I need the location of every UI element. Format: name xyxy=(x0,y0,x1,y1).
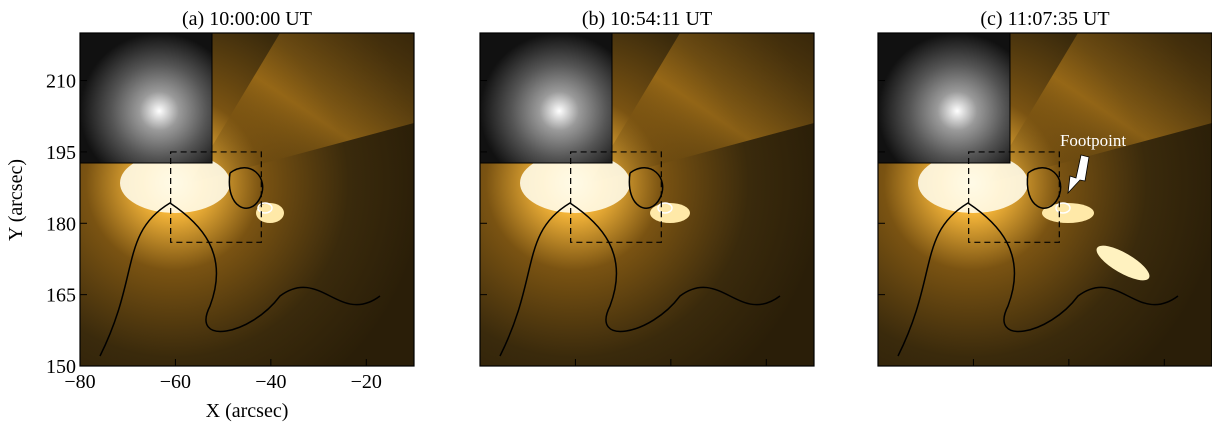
loop-rays xyxy=(190,33,414,183)
y-tick-label: 210 xyxy=(46,71,76,93)
contour-white xyxy=(657,202,673,214)
zoom-box xyxy=(570,151,662,243)
contour-white xyxy=(257,202,273,214)
x-tick-label: −20 xyxy=(351,371,382,393)
y-tick-label: 150 xyxy=(46,356,76,378)
x-axis-label: X (arcsec) xyxy=(206,400,289,422)
bright-core xyxy=(520,153,630,213)
contour-white xyxy=(1055,202,1071,214)
annotation: Footpoint xyxy=(1060,131,1126,150)
contour xyxy=(228,167,264,209)
zoom-box xyxy=(170,151,262,243)
x-tick-label: −80 xyxy=(64,371,95,393)
panel: (b) 10:54:11 UT xyxy=(479,8,815,367)
contour xyxy=(897,202,1179,357)
loop-rays xyxy=(590,33,814,183)
panel: −80 −60 −40 −20 150 165 180 195 210 (a) 10:00:00 … xyxy=(46,8,415,393)
y-tick-label: 180 xyxy=(46,213,76,235)
zoom-box xyxy=(968,151,1060,243)
axes-frame xyxy=(877,32,1212,367)
axes-frame xyxy=(479,32,815,367)
panel-title: (c) 11:07:35 UT xyxy=(980,8,1109,30)
magnetogram-inset xyxy=(79,32,213,164)
y-tick-label: 195 xyxy=(46,142,76,164)
bright-core xyxy=(120,153,230,213)
bright-core xyxy=(918,153,1028,213)
panel: (c) 11:07:35 UT Footpoint xyxy=(877,8,1212,367)
contour xyxy=(1026,167,1062,209)
bright-kernel xyxy=(650,203,690,223)
panel-title: (a) 10:00:00 UT xyxy=(182,8,312,30)
contour xyxy=(628,167,664,209)
contour xyxy=(499,202,781,357)
magnetogram-inset xyxy=(479,32,613,164)
y-axis-label: Y (arcsec) xyxy=(5,159,27,241)
bright-kernel xyxy=(256,203,284,223)
loop-rays xyxy=(988,33,1212,183)
bright-kernel xyxy=(1042,203,1094,223)
panel-title: (b) 10:54:11 UT xyxy=(582,8,712,30)
annotation-arrow xyxy=(1067,154,1090,195)
y-tick-label: 165 xyxy=(46,285,76,307)
x-tick-label: −40 xyxy=(255,371,286,393)
axes-frame xyxy=(79,32,415,367)
bright-ribbon xyxy=(1096,245,1150,281)
magnetogram-inset xyxy=(877,32,1011,164)
contour xyxy=(99,202,381,357)
x-tick-label: −60 xyxy=(160,371,191,393)
